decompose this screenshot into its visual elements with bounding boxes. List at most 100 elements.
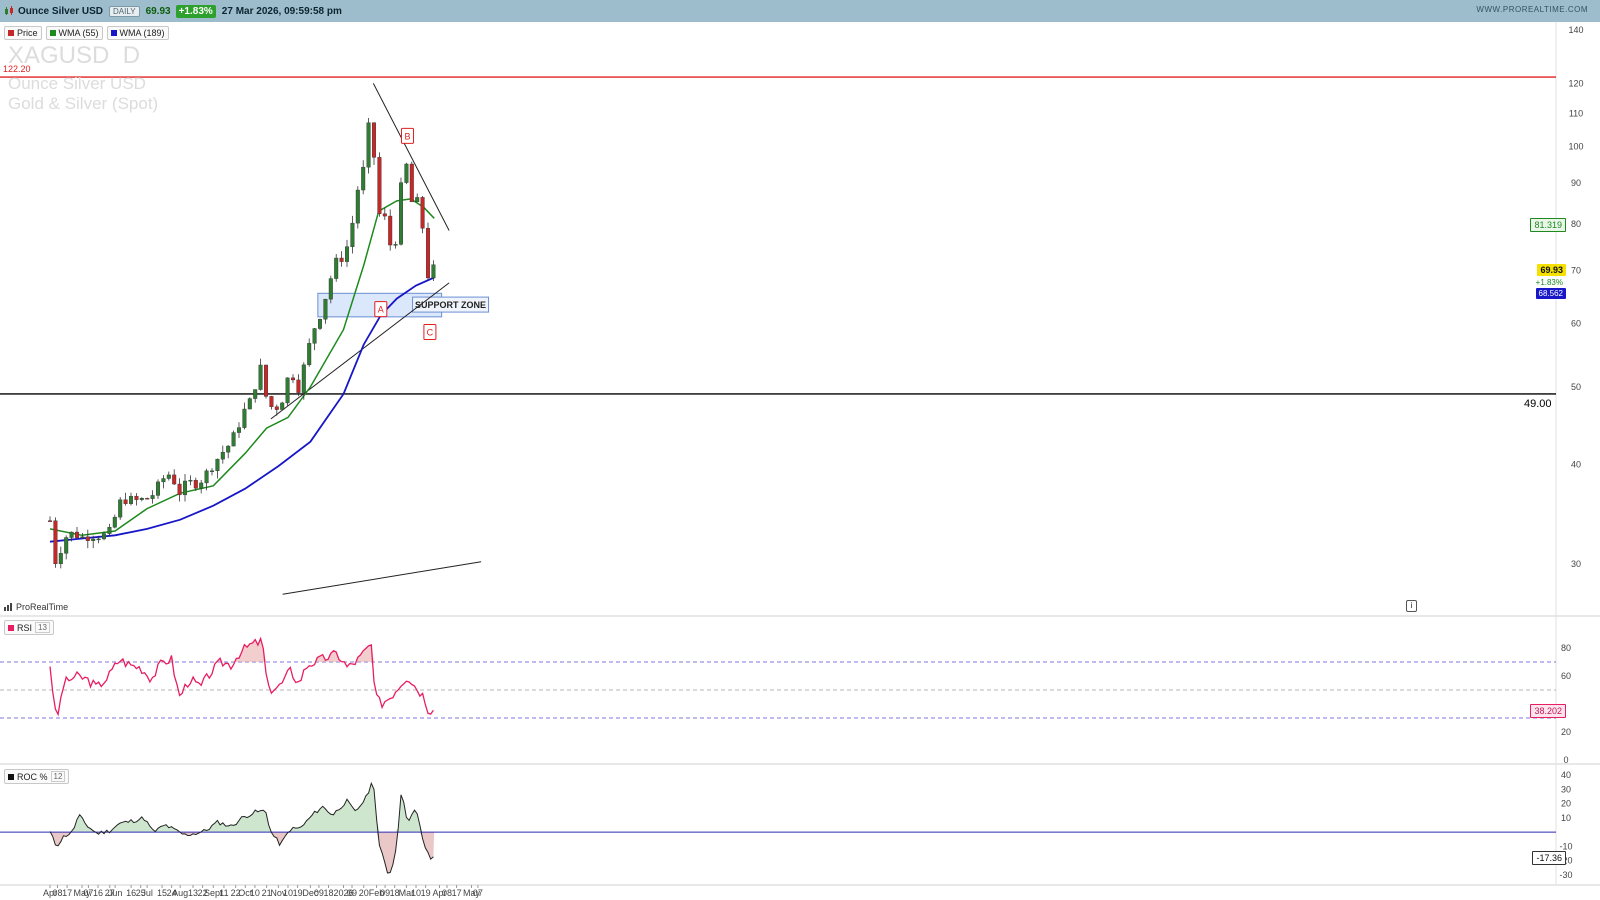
legend-roc[interactable]: ROC % 12 [4, 769, 70, 784]
candle-body [150, 495, 155, 499]
roc-tick-label: -10 [1559, 841, 1572, 851]
roc-tick-label: -30 [1559, 870, 1572, 880]
wma55-value-tag: 81.319 [1530, 218, 1566, 232]
candle-body [264, 364, 269, 397]
time-tick-label: Jul [141, 888, 153, 898]
candle-body [296, 379, 301, 393]
roc-tick-label: -20 [1559, 856, 1572, 866]
time-tick-label: Nov [270, 888, 287, 898]
candle-body [253, 389, 258, 399]
legend-price-label: Price [17, 28, 38, 38]
instrument-name[interactable]: Ounce Silver USD [18, 5, 104, 17]
time-tick-label: 18 [324, 888, 334, 898]
candle-body [91, 538, 96, 541]
candle-body [291, 377, 296, 381]
change-badge: +1.83% [175, 4, 216, 18]
candle-body [366, 122, 371, 168]
period-button[interactable]: DAILY [109, 5, 140, 17]
time-tick-label: 16 [93, 888, 103, 898]
candle-body [361, 166, 366, 191]
candle-body [307, 343, 312, 366]
time-tick-label: Dec [302, 888, 319, 898]
price-legend: Price WMA (55) WMA (189) [4, 26, 169, 40]
price-tick-label: 90 [1571, 178, 1581, 188]
time-tick-label: 10 [283, 888, 293, 898]
candle-body [64, 537, 69, 554]
candle-body [53, 520, 58, 565]
rsi-line [49, 636, 434, 717]
candle-body [328, 278, 333, 300]
brand-url[interactable]: WWW.PROREALTIME.COM [1476, 5, 1588, 14]
wave-label-box [374, 301, 388, 318]
rsi-tick-label: 80 [1561, 643, 1571, 653]
candle-body [431, 264, 436, 279]
candle-body [134, 495, 139, 500]
roc-panel: 40 30 20 10 -10 -20 -30 [0, 770, 1573, 880]
time-tick-label: 17 [452, 888, 462, 898]
candle-body [48, 520, 53, 522]
support-zone-label: SUPPORT ZONE [415, 300, 486, 310]
legend-wma55[interactable]: WMA (55) [45, 26, 103, 40]
price-tick-label: 120 [1568, 78, 1583, 88]
support-level-label: 49.00 [1524, 398, 1552, 410]
roc-swatch [8, 773, 14, 780]
candle-body [107, 527, 112, 534]
candle-body [242, 408, 247, 428]
candle-body [312, 328, 317, 344]
candle-body [155, 481, 160, 496]
candle-body [285, 377, 290, 404]
roc-legend: ROC % 12 [4, 769, 70, 784]
event-info-icon[interactable]: i [1406, 600, 1417, 612]
candle-body [96, 538, 101, 541]
time-tick-label: May [74, 888, 92, 898]
candle-body [393, 244, 398, 246]
candle-body [85, 536, 90, 541]
legend-rsi[interactable]: RSI 13 [4, 620, 54, 635]
time-tick-label: May [463, 888, 481, 898]
candle-body [204, 470, 209, 484]
candle-body [409, 163, 414, 203]
time-tick-label: 19 [421, 888, 431, 898]
candle-body [209, 470, 214, 473]
legend-wma55-label: WMA (55) [58, 28, 99, 38]
time-tick-label: 10 [411, 888, 421, 898]
roc-tick-label: 10 [1561, 813, 1571, 823]
price-tick-label: 100 [1568, 142, 1583, 152]
roc-tick-label: 20 [1561, 799, 1571, 809]
time-tick-label: 15 [157, 888, 167, 898]
candle-body [247, 398, 252, 410]
rsi-tick-label: 0 [1563, 755, 1568, 765]
price-tick-label: 70 [1571, 265, 1581, 275]
bars-icon [4, 603, 12, 611]
time-tick-label: 16 [126, 888, 136, 898]
candle-body [112, 516, 117, 528]
resistance-level-label: 122.20 [3, 64, 31, 74]
legend-roc-label: ROC % [17, 771, 48, 782]
candle-body [269, 396, 274, 407]
watermark-ticker: XAGUSD D [8, 42, 141, 69]
rsi-value-tag: 38.202 [1530, 704, 1566, 718]
price-tick-label: 50 [1571, 382, 1581, 392]
time-tick-label: 07 [83, 888, 93, 898]
price-tick-label: 80 [1571, 219, 1581, 229]
candle-body [128, 495, 133, 504]
time-tick-label: 10 [250, 888, 260, 898]
wave-label-box [400, 127, 414, 144]
roc-line [49, 781, 434, 874]
legend-price[interactable]: Price [4, 26, 42, 40]
price-axis: 140 120 110 100 90 80 70 60 50 40 30 [1568, 25, 1583, 569]
candle-body [139, 498, 144, 500]
candle-body [193, 479, 198, 489]
candle-body [80, 536, 85, 538]
time-tick-label: 22 [231, 888, 241, 898]
time-tick-label: 09 [347, 888, 357, 898]
candle-body [323, 298, 328, 320]
candle-body [215, 458, 220, 472]
price-tick-label: 30 [1571, 559, 1581, 569]
legend-wma189[interactable]: WMA (189) [106, 26, 169, 40]
time-tick-label: 11 [219, 888, 228, 898]
candle-body [350, 222, 355, 247]
time-tick-label: Apr [432, 888, 446, 898]
candle-body [220, 451, 225, 460]
